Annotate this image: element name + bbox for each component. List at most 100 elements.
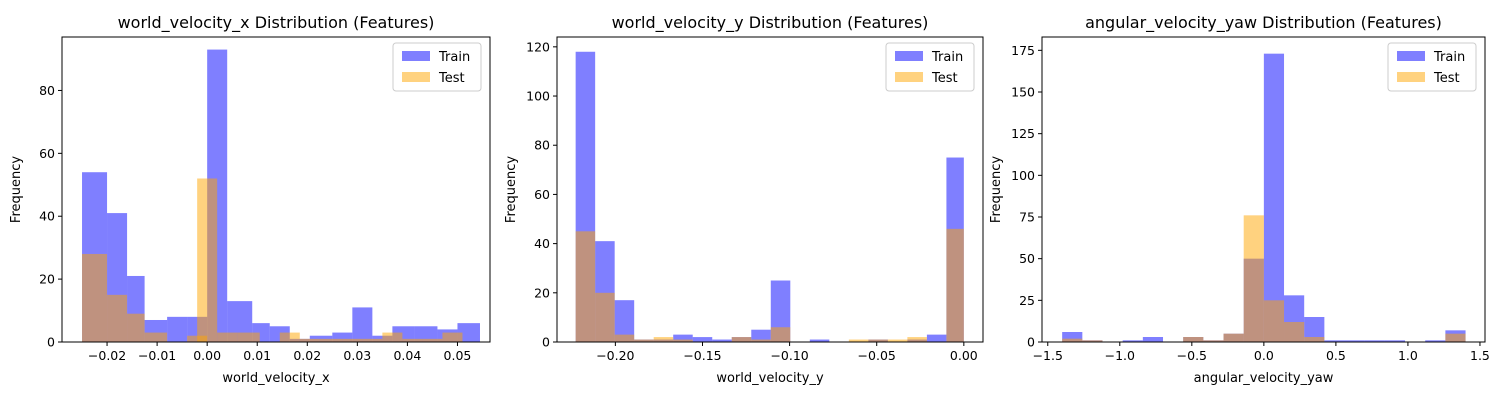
histogram-bar-train xyxy=(1122,340,1143,342)
histogram-bar-train xyxy=(1324,340,1345,342)
y-tick-label: 60 xyxy=(39,146,55,161)
x-tick-label: −0.01 xyxy=(138,348,176,363)
histogram-bar-train xyxy=(1304,317,1325,342)
y-tick-label: 60 xyxy=(534,187,550,202)
x-tick-label: 0.0 xyxy=(1254,348,1274,363)
histogram-bar-test xyxy=(1082,340,1103,342)
histogram-bar-train xyxy=(457,323,480,342)
histogram-bar-train xyxy=(1425,340,1446,342)
histogram-bar-test xyxy=(907,337,927,342)
histogram-panel: −1.5 −1.0 −0.5 0.0 0.5 1.0 1.5 0 25 50 75 100 125 150… xyxy=(989,13,1490,386)
histogram-bar-test xyxy=(653,337,674,342)
histogram-bar-test xyxy=(127,313,145,342)
histogram-bar-train xyxy=(751,329,771,342)
y-axis-label: Frequency xyxy=(989,156,1004,223)
y-tick-label: 75 xyxy=(1019,210,1035,225)
histogram-bar-test xyxy=(1062,338,1083,342)
histogram-panel: −0.20 −0.15 −0.10 −0.05 0.00 0 20 40 60 80 100 120 w… xyxy=(504,13,984,386)
y-tick-label: 0 xyxy=(1027,335,1035,350)
histogram-bar-test xyxy=(382,332,403,342)
histogram-bar-test xyxy=(237,332,260,342)
histogram-bar-test xyxy=(575,231,596,342)
histogram-bar-test xyxy=(673,339,693,342)
y-tick-label: 50 xyxy=(1019,251,1035,266)
legend: Train Test xyxy=(392,42,482,92)
y-tick-label: 0 xyxy=(542,335,550,350)
histogram-bar-test xyxy=(868,339,888,342)
y-tick-label: 120 xyxy=(526,39,550,54)
y-tick-label: 0 xyxy=(47,335,55,350)
histogram-bar-train xyxy=(1263,53,1285,343)
legend: Train Test xyxy=(885,42,975,92)
histogram-bar-test xyxy=(299,338,320,342)
y-axis-label: Frequency xyxy=(504,156,519,223)
x-tick-label: −0.10 xyxy=(770,348,808,363)
y-tick-label: 175 xyxy=(1011,43,1035,58)
histogram-bar-test xyxy=(82,253,108,342)
y-tick-label: 100 xyxy=(526,89,550,104)
legend-label-train: Train xyxy=(438,50,470,65)
histogram-bar-test xyxy=(144,332,168,342)
legend-swatch-train xyxy=(895,51,923,61)
x-tick-label: 0.05 xyxy=(444,348,472,363)
y-tick-label: 25 xyxy=(1019,293,1035,308)
histogram-bar-test xyxy=(362,338,383,342)
y-tick-label: 40 xyxy=(534,236,550,251)
histogram-bar-test xyxy=(1284,322,1305,342)
histogram-bar-train xyxy=(1142,337,1164,342)
x-tick-label: 0.00 xyxy=(950,348,978,363)
x-tick-label: −0.02 xyxy=(88,348,126,363)
histogram-bar-train xyxy=(332,332,353,342)
x-tick-label: 1.0 xyxy=(1398,348,1418,363)
legend-swatch-train xyxy=(402,51,430,61)
y-tick-label: 100 xyxy=(1011,168,1035,183)
x-tick-label: 0.00 xyxy=(193,348,221,363)
histogram-bar-test xyxy=(197,178,218,342)
legend-swatch-train xyxy=(1397,51,1425,61)
axes-frame xyxy=(556,36,984,343)
x-axis-label: world_velocity_y xyxy=(716,371,824,386)
histogram-bar-test xyxy=(887,339,908,342)
histogram-bar-test xyxy=(1243,215,1264,342)
x-tick-label: 0.03 xyxy=(343,348,371,363)
legend-swatch-test xyxy=(402,72,430,82)
legend-label-test: Test xyxy=(931,71,958,86)
legend-swatch-test xyxy=(1397,72,1425,82)
chart-title: world_velocity_x Distribution (Features) xyxy=(118,13,435,33)
x-axis-label: world_velocity_x xyxy=(222,371,330,386)
legend-label-test: Test xyxy=(438,71,465,86)
histogram-bar-test xyxy=(1304,337,1325,342)
legend-swatch-test xyxy=(895,72,923,82)
histogram-bar-test xyxy=(442,332,463,342)
histogram-bar-train xyxy=(309,335,333,342)
chart-title: world_velocity_y Distribution (Features) xyxy=(612,13,929,33)
histogram-bar-train xyxy=(167,316,188,342)
x-tick-label: −0.5 xyxy=(1177,348,1207,363)
histogram-bar-test xyxy=(422,338,443,342)
x-tick-label: 0.04 xyxy=(393,348,421,363)
histogram-bar-train xyxy=(712,339,732,342)
histogram-bar-train xyxy=(1364,340,1385,342)
x-tick-label: −1.0 xyxy=(1105,348,1135,363)
histogram-bar-test xyxy=(770,327,791,342)
histogram-bar-test xyxy=(342,338,363,342)
chart-title: angular_velocity_yaw Distribution (Featu… xyxy=(1085,13,1442,33)
histogram-bar-train xyxy=(770,280,791,342)
x-tick-label: −1.5 xyxy=(1033,348,1063,363)
histogram-bar-train xyxy=(1062,332,1083,342)
histogram-panel: −0.02 −0.01 0.00 0.01 0.02 0.03 0.04 0.05 0 20 40 6… xyxy=(9,13,491,386)
y-tick-label: 80 xyxy=(39,83,55,98)
histogram-bar-train xyxy=(1384,340,1406,342)
histogram-bar-test xyxy=(217,332,238,342)
histogram-bar-test xyxy=(946,228,964,342)
histogram-bar-test xyxy=(1263,300,1285,342)
legend-label-test: Test xyxy=(1433,71,1460,86)
y-tick-label: 20 xyxy=(39,272,55,287)
histogram-bar-test xyxy=(1203,340,1224,342)
histogram-bar-test xyxy=(614,334,635,342)
histogram-bar-train xyxy=(1344,340,1365,342)
legend-label-train: Train xyxy=(931,50,963,65)
y-tick-label: 125 xyxy=(1011,126,1035,141)
histogram-bar-train xyxy=(352,307,373,342)
